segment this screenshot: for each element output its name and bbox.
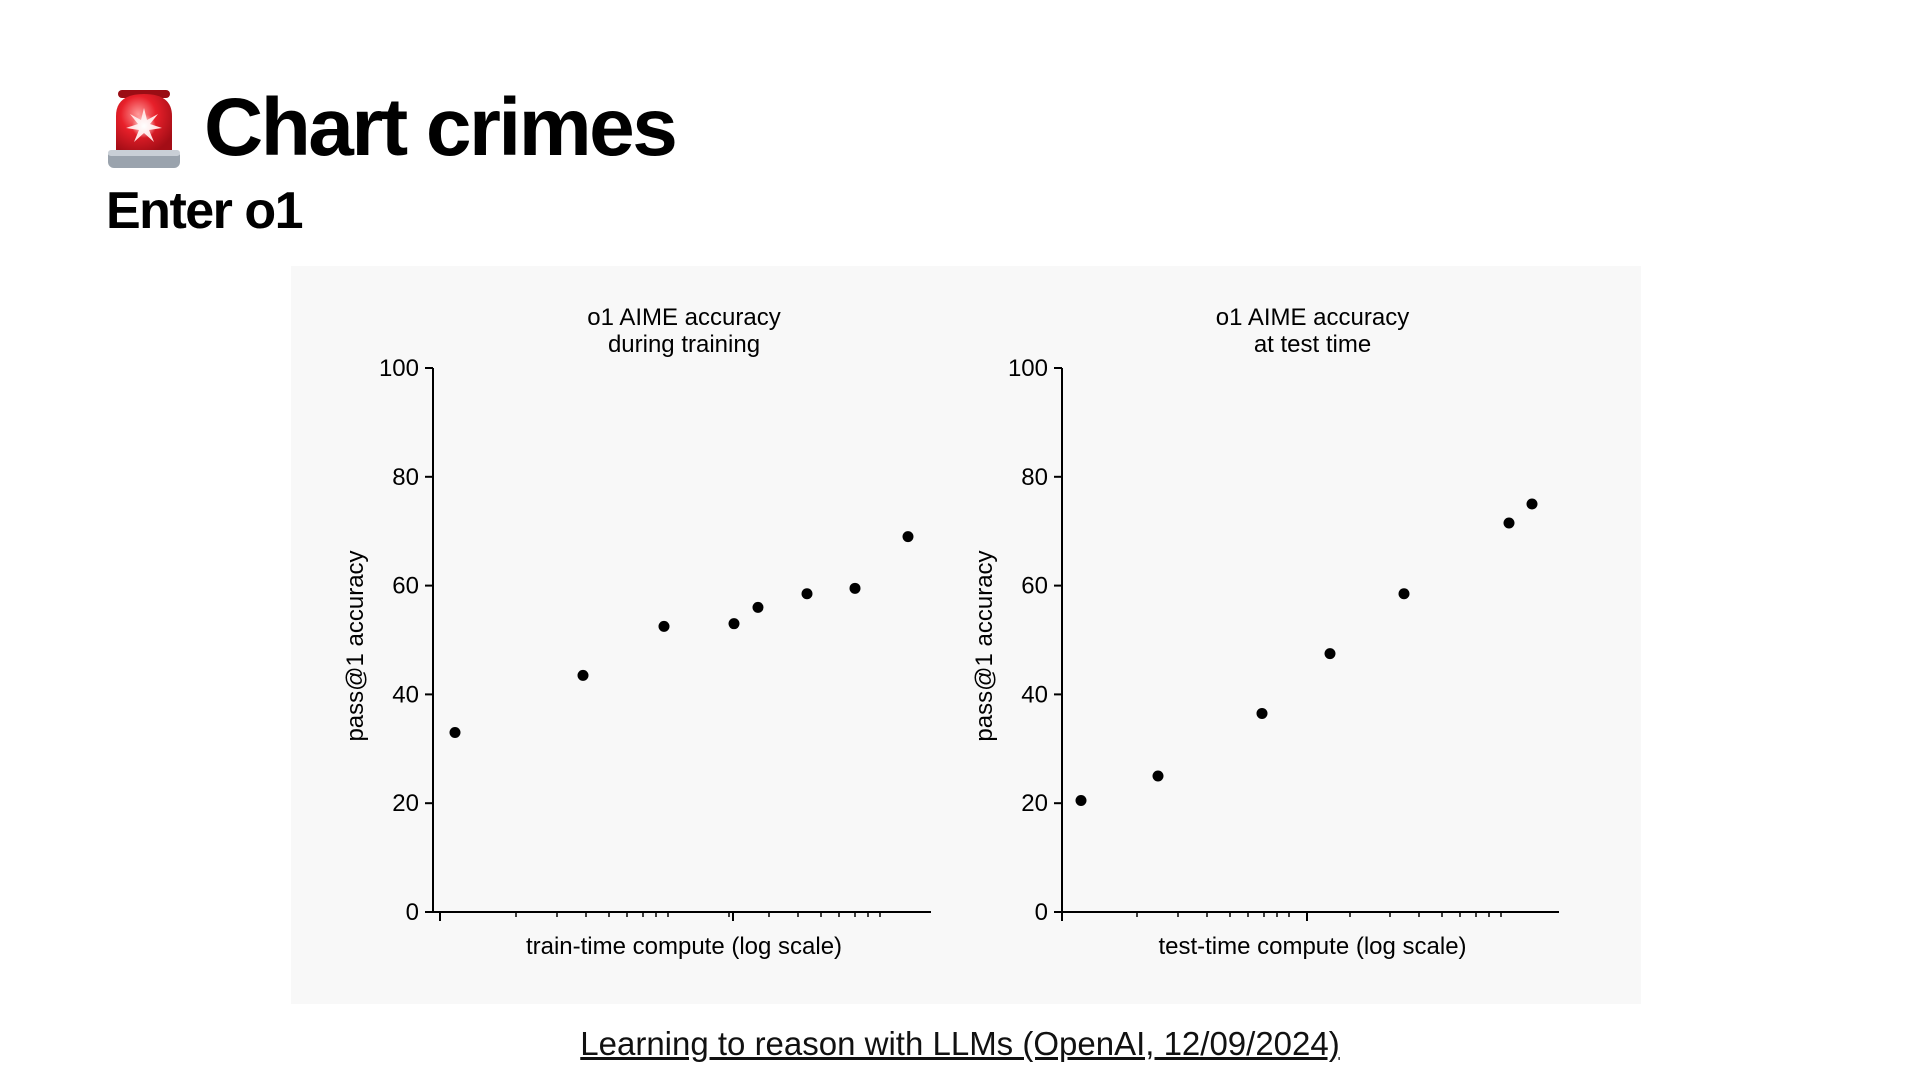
chart2-data-point xyxy=(1256,707,1268,719)
chart2-data-point xyxy=(1503,517,1515,529)
slide-subtitle: Enter o1 xyxy=(106,182,304,240)
chart2-data-point xyxy=(1526,498,1538,510)
slide-title: Chart crimes xyxy=(204,82,678,173)
chart1-data-point xyxy=(658,620,670,632)
chart2-y-tick-label: 40 xyxy=(1021,681,1048,708)
chart2-title-line: o1 AIME accuracy xyxy=(1216,304,1409,331)
chart1-data-point xyxy=(577,669,589,681)
chart1-y-tick-label: 40 xyxy=(392,681,419,708)
chart-panel: o1 AIME accuracy during training 0 20 40 60 80… xyxy=(291,266,1641,1004)
chart1-data-point xyxy=(752,601,764,613)
chart2-data-point xyxy=(1398,588,1410,600)
chart1-y-axis-label: pass@1 accuracy xyxy=(342,550,369,741)
rotating-light-icon xyxy=(108,90,180,168)
chart2-y-axis-label: pass@1 accuracy xyxy=(971,550,998,741)
chart1-y-tick-label: 60 xyxy=(392,573,419,600)
chart1-data-point xyxy=(801,588,813,600)
chart2-data-point xyxy=(1075,794,1087,806)
chart1-y-tick-label: 0 xyxy=(406,899,419,926)
chart1-y-tick-label: 100 xyxy=(379,355,419,382)
chart2-y-tick-label: 60 xyxy=(1021,573,1048,600)
title-row: Chart crimes xyxy=(106,78,678,178)
chart2-y-tick-label: 20 xyxy=(1021,790,1048,817)
chart1-title-line: during training xyxy=(608,331,760,358)
chart2-data-point xyxy=(1152,770,1164,782)
chart1-data-point xyxy=(849,582,861,594)
chart2-title-line: at test time xyxy=(1254,331,1371,358)
chart2-y-tick-label: 80 xyxy=(1021,464,1048,491)
chart1-title-line: o1 AIME accuracy xyxy=(587,304,780,331)
chart2-y-tick-label: 0 xyxy=(1035,899,1048,926)
source-link[interactable]: Learning to reason with LLMs (OpenAI, 12… xyxy=(580,1025,1340,1062)
chart1-data-point xyxy=(728,618,740,630)
chart2-x-axis-label: test-time compute (log scale) xyxy=(1158,933,1466,960)
chart2-data-point xyxy=(1324,648,1336,660)
chart1-x-axis-label: train-time compute (log scale) xyxy=(526,933,842,960)
chart1-y-tick-label: 20 xyxy=(392,790,419,817)
chart1-y-tick-label: 80 xyxy=(392,464,419,491)
chart2-y-tick-label: 100 xyxy=(1008,355,1048,382)
chart1-data-point xyxy=(902,531,914,543)
chart1-data-point xyxy=(449,726,461,738)
